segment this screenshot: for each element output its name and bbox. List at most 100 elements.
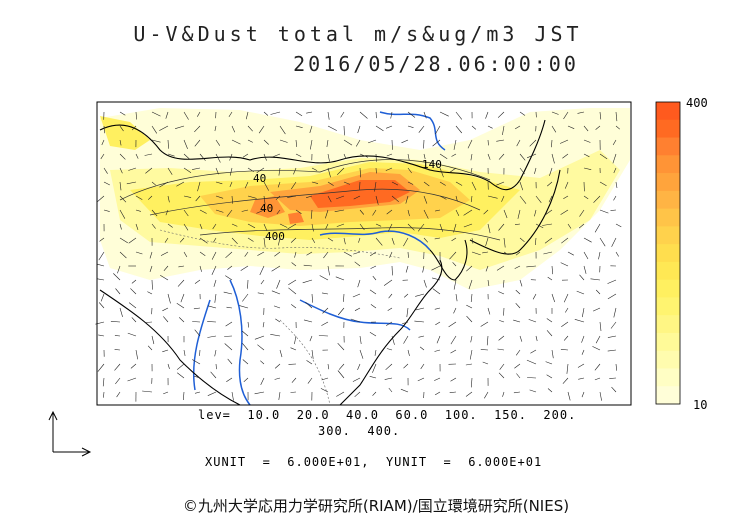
- wind-arrow: [487, 153, 491, 160]
- wind-arrow: [231, 195, 233, 204]
- wind-arrow: [359, 153, 369, 158]
- wind-arrow: [466, 265, 473, 272]
- wind-arrow: [224, 335, 233, 337]
- wind-arrow: [485, 111, 489, 119]
- colorbar-segment: [656, 279, 680, 298]
- wind-arrow: [263, 111, 269, 116]
- wind-arrow: [388, 293, 393, 299]
- wind-arrow: [295, 139, 297, 147]
- wind-arrow: [386, 153, 393, 157]
- wind-arrow: [375, 125, 384, 132]
- wind-arrow: [576, 290, 585, 295]
- wind-arrow: [498, 291, 505, 295]
- colorbar-segment: [656, 226, 680, 245]
- wind-arrow: [247, 139, 253, 143]
- wind-arrow: [548, 195, 553, 203]
- wind-arrow: [599, 181, 607, 187]
- wind-arrow: [151, 223, 156, 229]
- wind-arrow: [577, 363, 585, 368]
- wind-arrow: [207, 321, 217, 323]
- wind-arrow: [291, 377, 297, 383]
- wind-arrow: [370, 304, 377, 309]
- wind-arrow: [513, 319, 521, 323]
- wind-arrow: [551, 153, 555, 164]
- wind-arrow: [499, 320, 505, 323]
- wind-arrow: [226, 209, 233, 217]
- wind-arrow: [503, 307, 505, 316]
- wind-arrow: [183, 153, 191, 160]
- wind-arrow: [291, 304, 297, 309]
- wind-arrow: [117, 265, 121, 274]
- wind-arrow: [599, 391, 602, 401]
- wind-arrow: [359, 111, 368, 119]
- wind-arrow: [487, 125, 493, 129]
- wind-arrow: [327, 181, 334, 186]
- wind-arrow: [207, 305, 217, 309]
- wind-arrow: [388, 223, 393, 232]
- wind-arrow: [471, 237, 474, 244]
- wind-arrow: [98, 334, 105, 337]
- wind-arrow: [151, 181, 156, 186]
- wind-arrow: [385, 125, 393, 129]
- wind-arrow: [607, 349, 617, 352]
- wind-arrow: [583, 265, 587, 274]
- wind-arrow: [615, 125, 620, 130]
- wind-arrow: [391, 335, 395, 345]
- wind-arrow: [164, 237, 169, 243]
- wind-arrow: [468, 279, 473, 290]
- wind-arrow: [259, 265, 265, 276]
- wind-arrow: [247, 279, 249, 289]
- wind-arrow: [295, 111, 303, 117]
- wind-arrow: [374, 349, 377, 356]
- wind-arrow: [578, 377, 585, 380]
- wind-arrow: [256, 209, 265, 214]
- wind-arrow: [594, 377, 601, 381]
- wind-arrow: [151, 335, 155, 345]
- wind-arrow: [439, 111, 449, 117]
- wind-arrow: [519, 195, 527, 204]
- wind-arrow: [215, 209, 224, 213]
- wind-arrow: [192, 359, 201, 365]
- wind-arrow: [177, 372, 185, 379]
- wind-arrow: [247, 167, 254, 173]
- wind-arrow: [545, 361, 553, 365]
- wind-arrow: [551, 349, 554, 359]
- wind-arrow: [372, 363, 377, 373]
- wind-arrow: [567, 223, 572, 229]
- wind-arrow: [336, 167, 345, 176]
- wind-arrow: [197, 111, 201, 117]
- wind-arrow: [279, 349, 283, 358]
- wind-arrow: [387, 307, 393, 311]
- wind-arrow: [613, 167, 617, 174]
- wind-arrow: [103, 181, 110, 186]
- wind-arrow: [288, 279, 297, 286]
- wind-arrow: [544, 209, 553, 216]
- wind-arrow: [327, 237, 334, 242]
- wind-arrow: [135, 349, 138, 360]
- wind-arrow: [177, 279, 185, 287]
- wind-arrow: [417, 377, 425, 382]
- wind-arrow: [583, 251, 589, 260]
- wind-arrow: [231, 139, 241, 145]
- wind-arrow: [242, 359, 249, 365]
- wind-arrow: [97, 363, 105, 372]
- wind-arrow: [340, 111, 345, 118]
- wind-arrow: [359, 167, 361, 178]
- wind-arrow: [135, 209, 141, 212]
- colorbar-segment: [656, 297, 680, 316]
- wind-arrow: [119, 153, 126, 160]
- wind-arrow: [418, 125, 425, 133]
- wind-arrow: [471, 251, 481, 256]
- wind-arrow: [353, 195, 361, 200]
- wind-arrow: [599, 237, 606, 247]
- wind-arrow: [423, 111, 427, 119]
- wind-arrow: [549, 167, 553, 176]
- wind-arrow: [128, 237, 137, 244]
- wind-arrow: [386, 348, 393, 351]
- wind-arrow: [375, 223, 382, 227]
- wind-arrow: [352, 377, 361, 382]
- wind-arrow: [290, 237, 297, 243]
- wind-arrow: [223, 291, 233, 295]
- wind-arrow: [260, 279, 265, 285]
- colorbar-segment: [656, 261, 680, 281]
